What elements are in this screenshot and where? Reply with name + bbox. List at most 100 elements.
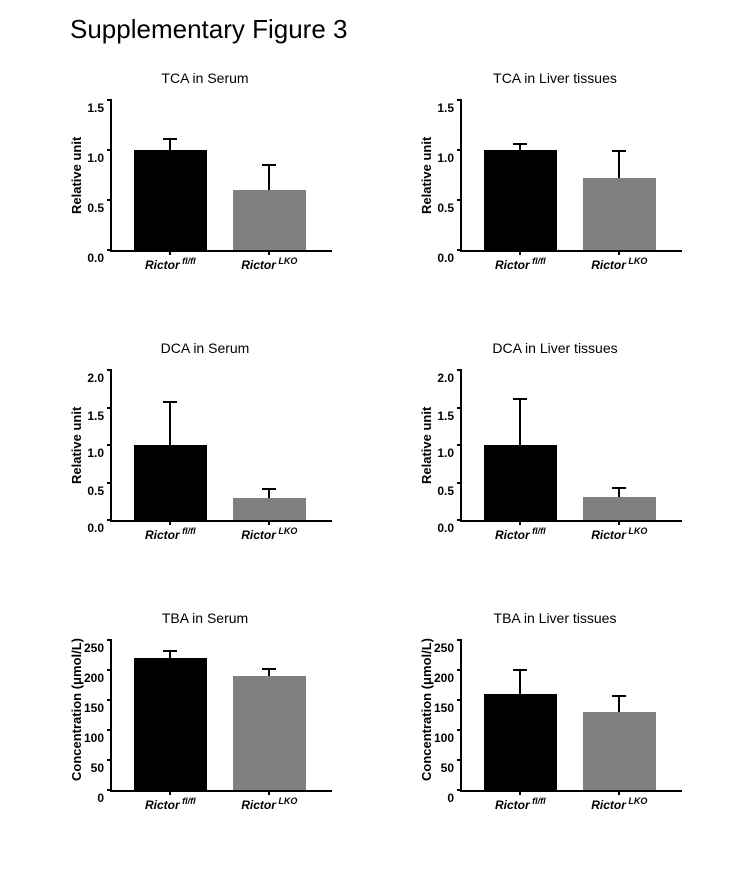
error-cap	[612, 487, 626, 489]
bar-rictor-lko	[233, 676, 306, 790]
ytick-label: 250	[414, 641, 462, 655]
error-bar	[169, 402, 171, 446]
xlabel-sup: fl/fl	[530, 526, 546, 536]
bar-rictor-flfl	[484, 445, 557, 520]
ytick-label: 0.5	[414, 201, 462, 215]
ytick-label: 1.0	[414, 151, 462, 165]
xlabel-base: Rictor	[591, 528, 626, 542]
ytick-label: 0.0	[414, 521, 462, 535]
panel-title: TCA in Liver tissues	[390, 70, 720, 86]
xlabel-base: Rictor	[591, 258, 626, 272]
xlabel-rictor-flfl: Rictor fl/fl	[495, 526, 546, 542]
bar-rictor-lko	[233, 190, 306, 250]
error-bar	[519, 399, 521, 446]
xlabel-rictor-flfl: Rictor fl/fl	[145, 796, 196, 812]
xlabel-rictor-lko: Rictor LKO	[591, 526, 647, 542]
chart-panel-dca_liver: DCA in Liver tissuesRelative unit0.00.51…	[390, 340, 720, 600]
plot-area: 0.00.51.01.52.0Rictor fl/flRictor LKO	[460, 370, 682, 522]
error-bar	[268, 165, 270, 190]
error-cap	[262, 164, 276, 166]
xtick-mark	[618, 250, 620, 255]
panel-title: TBA in Serum	[40, 610, 370, 626]
panel-title: TCA in Serum	[40, 70, 370, 86]
plot-wrap: Relative unit0.00.51.01.52.0Rictor fl/fl…	[405, 360, 705, 550]
ytick-label: 150	[64, 701, 112, 715]
plot-area: 0.00.51.01.5Rictor fl/flRictor LKO	[460, 100, 682, 252]
xtick-mark	[519, 790, 521, 795]
xtick-mark	[618, 790, 620, 795]
chart-grid: TCA in SerumRelative unit0.00.51.01.5Ric…	[40, 70, 720, 870]
xlabel-rictor-flfl: Rictor fl/fl	[145, 526, 196, 542]
error-bar	[618, 151, 620, 178]
supplementary-figure-page: Supplementary Figure 3 TCA in SerumRelat…	[0, 0, 756, 893]
xlabel-base: Rictor	[241, 798, 276, 812]
bar-rictor-flfl	[484, 150, 557, 250]
xlabel-rictor-flfl: Rictor fl/fl	[495, 256, 546, 272]
xlabel-base: Rictor	[241, 528, 276, 542]
panel-title: DCA in Serum	[40, 340, 370, 356]
panel-title: TBA in Liver tissues	[390, 610, 720, 626]
ytick-label: 0.5	[414, 484, 462, 498]
ytick-label: 100	[414, 731, 462, 745]
xtick-mark	[268, 790, 270, 795]
xtick-mark	[268, 250, 270, 255]
xlabel-sup: LKO	[276, 796, 298, 806]
plot-wrap: Relative unit0.00.51.01.52.0Rictor fl/fl…	[55, 360, 355, 550]
xtick-mark	[618, 520, 620, 525]
xtick-mark	[268, 520, 270, 525]
bar-rictor-flfl	[134, 150, 207, 250]
plot-wrap: Concentration (μmol/L)050100150200250Ric…	[55, 630, 355, 820]
error-cap	[612, 695, 626, 697]
xtick-mark	[519, 520, 521, 525]
ytick-label: 0.5	[64, 484, 112, 498]
ytick-label: 1.5	[414, 101, 462, 115]
error-cap	[513, 398, 527, 400]
xlabel-sup: fl/fl	[180, 796, 196, 806]
error-cap	[163, 650, 177, 652]
xlabel-base: Rictor	[495, 798, 530, 812]
xlabel-rictor-flfl: Rictor fl/fl	[495, 796, 546, 812]
bar-rictor-flfl	[134, 445, 207, 520]
figure-title: Supplementary Figure 3	[70, 14, 347, 45]
xlabel-base: Rictor	[145, 258, 180, 272]
chart-panel-dca_serum: DCA in SerumRelative unit0.00.51.01.52.0…	[40, 340, 370, 600]
error-cap	[262, 488, 276, 490]
xlabel-sup: LKO	[626, 526, 648, 536]
error-cap	[163, 401, 177, 403]
xlabel-sup: LKO	[276, 256, 298, 266]
xlabel-base: Rictor	[145, 528, 180, 542]
plot-area: 050100150200250Rictor fl/flRictor LKO	[460, 640, 682, 792]
ytick-label: 200	[64, 671, 112, 685]
error-cap	[513, 143, 527, 145]
ytick-label: 0.0	[64, 521, 112, 535]
ytick-label: 0.0	[64, 251, 112, 265]
xlabel-base: Rictor	[495, 258, 530, 272]
ytick-label: 150	[414, 701, 462, 715]
bar-rictor-flfl	[134, 658, 207, 790]
ytick-label: 0.0	[414, 251, 462, 265]
plot-wrap: Relative unit0.00.51.01.5Rictor fl/flRic…	[405, 90, 705, 280]
error-bar	[169, 139, 171, 150]
error-cap	[513, 669, 527, 671]
ytick-label: 50	[414, 761, 462, 775]
ytick-label: 200	[414, 671, 462, 685]
bar-rictor-flfl	[484, 694, 557, 790]
chart-panel-tca_liver: TCA in Liver tissuesRelative unit0.00.51…	[390, 70, 720, 330]
error-bar	[268, 669, 270, 676]
error-cap	[262, 668, 276, 670]
ytick-label: 0	[64, 791, 112, 805]
xtick-mark	[169, 520, 171, 525]
bar-rictor-lko	[583, 712, 656, 790]
xlabel-base: Rictor	[495, 528, 530, 542]
error-bar	[519, 670, 521, 694]
xlabel-sup: fl/fl	[530, 256, 546, 266]
xtick-mark	[169, 250, 171, 255]
xlabel-sup: fl/fl	[180, 526, 196, 536]
xlabel-sup: LKO	[626, 256, 648, 266]
xlabel-rictor-lko: Rictor LKO	[591, 256, 647, 272]
plot-area: 050100150200250Rictor fl/flRictor LKO	[110, 640, 332, 792]
ytick-label: 100	[64, 731, 112, 745]
xlabel-rictor-lko: Rictor LKO	[241, 796, 297, 812]
ytick-label: 1.0	[64, 151, 112, 165]
ytick-label: 1.5	[414, 409, 462, 423]
